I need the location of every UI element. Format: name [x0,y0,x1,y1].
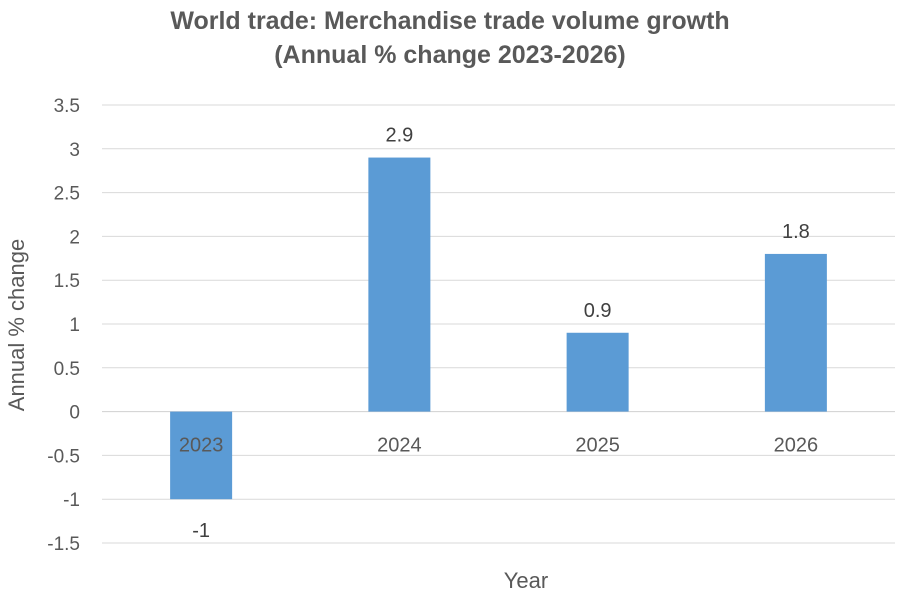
y-tick-label: 3.5 [54,96,80,117]
x-axis-title: Year [504,568,548,593]
y-tick-label: 1 [69,315,80,336]
data-labels: -1 2.9 0.9 1.8 [192,125,810,543]
bar-2023 [170,411,233,500]
data-label: -1 [192,520,210,542]
y-axis-title: Annual % change [4,239,29,411]
data-label: 0.9 [584,300,612,322]
y-tick-label: 2 [69,227,80,248]
bar-2025 [566,332,629,412]
y-tick-label: -1.5 [47,534,80,555]
bar-2024 [368,157,431,412]
x-tick-label: 2026 [774,435,819,457]
x-tick-label: 2023 [179,435,224,457]
chart-title-line1: World trade: Merchandise trade volume gr… [170,7,730,35]
chart-subtitle: (Annual % change 2023-2026) [274,41,626,69]
data-label: 1.8 [782,221,810,243]
x-axis-categories: 2023 2024 2025 2026 [179,435,818,457]
y-tick-label: 3 [69,140,80,161]
x-tick-label: 2024 [377,435,422,457]
y-axis-ticks: -1.5 -1 -0.5 0 0.5 1 1.5 2 2.5 3 3.5 [47,96,80,555]
gridlines [102,104,895,544]
x-tick-label: 2025 [575,435,620,457]
y-tick-label: -0.5 [47,446,80,467]
y-tick-label: 1.5 [54,271,80,292]
data-label: 2.9 [385,125,413,147]
bar-2026 [764,253,827,412]
chart-title: World trade: Merchandise trade volume gr… [0,4,900,72]
y-tick-label: 0 [69,403,80,424]
y-tick-label: 0.5 [54,359,80,380]
y-tick-label: -1 [63,490,80,511]
bars [170,157,827,500]
y-tick-label: 2.5 [54,184,80,205]
